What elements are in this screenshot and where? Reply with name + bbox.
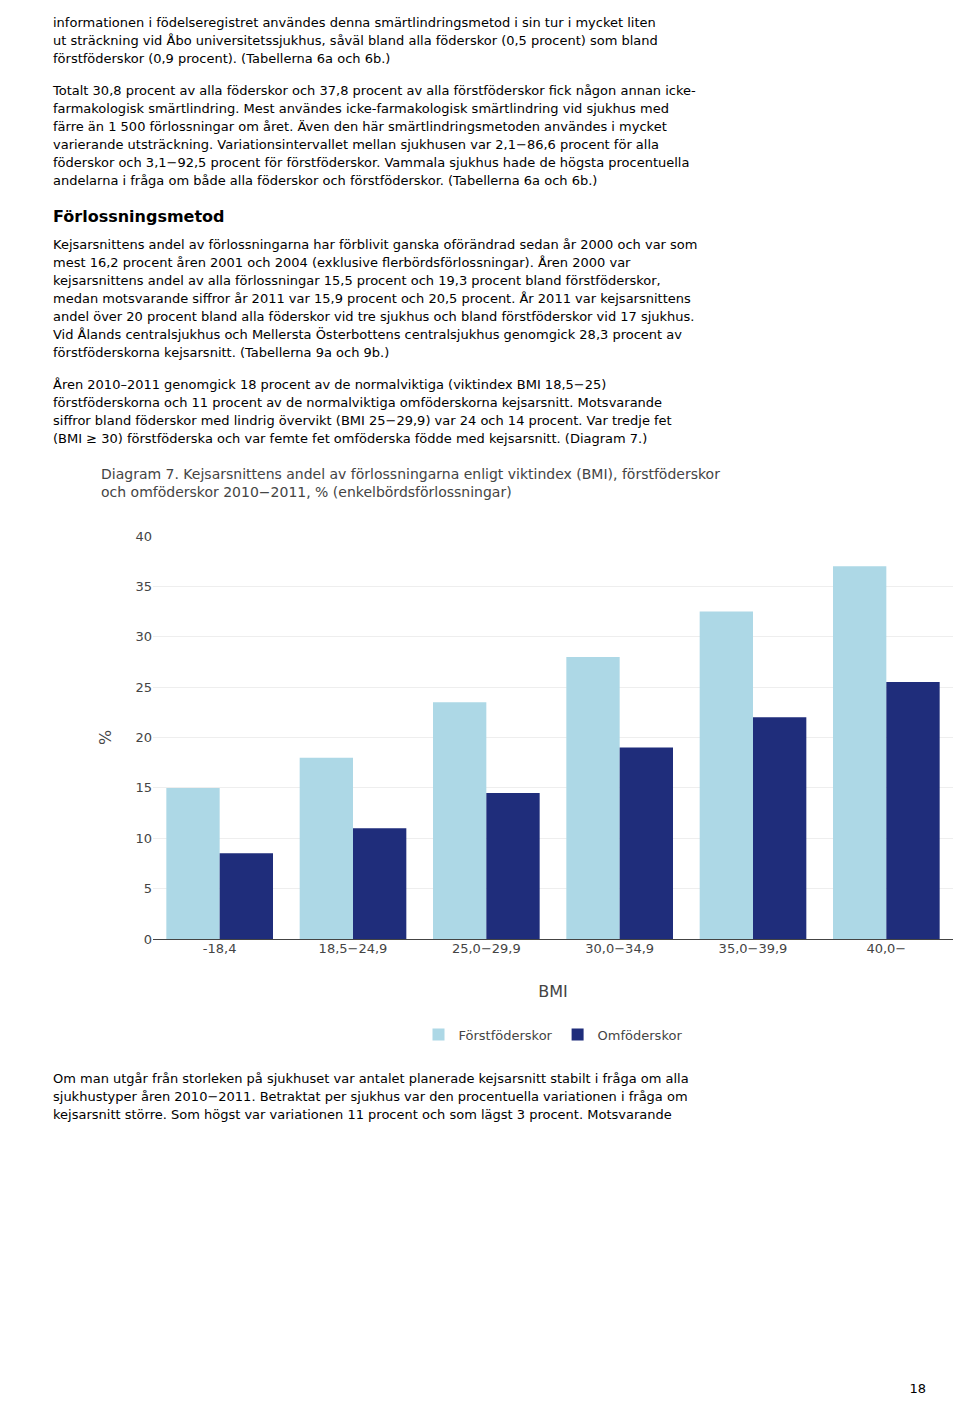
svg-text:-18,4: -18,4: [203, 941, 237, 956]
html-text:Förlossningsmetod: Förlossningsmetod: [53, 207, 225, 227]
svg-text:Förstföderskor: Förstföderskor: [459, 1027, 553, 1042]
svg-text:35,0−39,9: 35,0−39,9: [719, 941, 788, 956]
svg-text:%: %: [96, 730, 115, 745]
svg-text:5: 5: [144, 881, 152, 896]
svg-text:20: 20: [135, 730, 152, 745]
html-text:Kejsarsnittens andel av förlos: Kejsarsnittens andel av förlossningarna …: [53, 237, 698, 361]
svg-text:40,0−: 40,0−: [866, 941, 906, 956]
svg-text:BMI: BMI: [538, 982, 568, 1001]
html-text:Om man utgår från storleken på: Om man utgår från storleken på sjukhuset…: [53, 1070, 689, 1122]
svg-text:10: 10: [135, 831, 152, 846]
svg-text:0: 0: [144, 931, 152, 946]
svg-text:30,0−34,9: 30,0−34,9: [585, 941, 654, 956]
svg-text:15: 15: [135, 780, 152, 795]
svg-text:25: 25: [135, 679, 152, 694]
svg-text:30: 30: [135, 629, 152, 644]
svg-text:Diagram 7. Kejsarsnittens ande: Diagram 7. Kejsarsnittens andel av förlo…: [101, 466, 720, 500]
svg-text:35: 35: [135, 579, 152, 594]
html-text:18: 18: [909, 1381, 926, 1396]
svg-text:Omföderskor: Omföderskor: [598, 1027, 683, 1042]
html-text:Åren 2010–2011 genomgick 18 pr: Åren 2010–2011 genomgick 18 procent av d…: [53, 377, 672, 446]
html-text:informationen i födelseregistr: informationen i födelseregistret använde…: [53, 15, 658, 66]
svg-text:40: 40: [135, 528, 152, 543]
svg-text:25,0−29,9: 25,0−29,9: [452, 941, 521, 956]
svg-text:18,5−24,9: 18,5−24,9: [319, 941, 388, 956]
html-text:Totalt 30,8 procent av alla fö: Totalt 30,8 procent av alla föderskor oc…: [53, 82, 696, 188]
